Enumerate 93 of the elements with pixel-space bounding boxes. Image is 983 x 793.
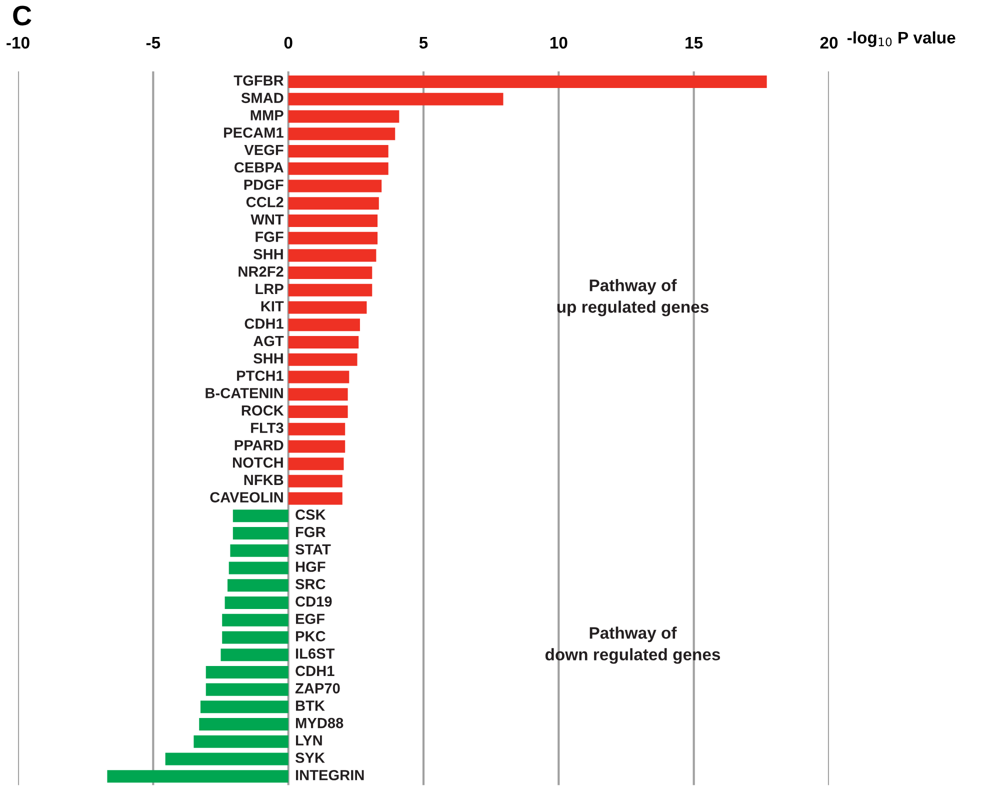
- bar: [288, 92, 504, 106]
- bar: [288, 284, 372, 296]
- bar: [232, 510, 288, 522]
- bar: [288, 353, 358, 366]
- y-tick-label: WNT: [250, 214, 284, 224]
- y-tick-label: CAVEOLIN: [210, 492, 283, 502]
- bar: [194, 735, 288, 748]
- annotation: Pathway of up regulated genes: [557, 279, 708, 316]
- y-tick-label: EGF: [296, 614, 324, 624]
- bar: [200, 700, 288, 714]
- bar: [288, 214, 378, 227]
- y-tick-label: LRP: [256, 284, 284, 294]
- y-tick-label: SMAD: [241, 92, 284, 104]
- y-tick-label: KIT: [261, 301, 284, 312]
- y-tick-label: AGT: [253, 336, 284, 346]
- x-tick-label: -5: [146, 37, 160, 49]
- bar: [288, 474, 342, 488]
- y-tick-label: STAT: [295, 544, 331, 555]
- y-tick-label: PECAM1: [224, 127, 284, 138]
- bar: [222, 631, 288, 644]
- bar: [288, 128, 396, 140]
- bar: [288, 144, 388, 158]
- y-tick-label: CEBPA: [234, 162, 284, 173]
- y-tick-label: MYD88: [296, 718, 344, 728]
- x-tick-label: 0: [284, 36, 292, 49]
- bar: [228, 579, 288, 592]
- y-tick-label: LYN: [296, 735, 322, 746]
- y-tick-label: PPARD: [234, 440, 284, 450]
- x-tick-label: 20: [820, 36, 838, 49]
- bar: [288, 318, 360, 332]
- y-tick-label: PTCH1: [237, 370, 284, 381]
- x-tick-label: 10: [550, 36, 568, 49]
- y-tick-label: HGF: [296, 562, 326, 572]
- y-tick-label: INTEGRIN: [296, 770, 364, 780]
- y-tick-label: NOTCH: [233, 457, 283, 468]
- x-tick-label: -10: [6, 36, 30, 49]
- y-tick-label: VEGF: [244, 144, 284, 156]
- bar: [288, 266, 372, 280]
- annotation: Pathway of down regulated genes: [545, 626, 720, 664]
- chart-title: C: [13, 6, 32, 26]
- bar: [230, 544, 288, 557]
- y-tick-label: TGFBR: [234, 75, 284, 86]
- bar: [228, 562, 288, 574]
- y-tick-label: ZAP70: [295, 683, 340, 694]
- y-tick-label: B-CATENIN: [206, 388, 283, 398]
- bar: [288, 110, 400, 123]
- y-tick-label: FGR: [296, 526, 326, 538]
- y-tick-label: IL6ST: [296, 648, 335, 659]
- y-tick-label: CDH1: [244, 318, 284, 329]
- y-tick-label: FLT3: [251, 422, 284, 434]
- bar: [206, 666, 288, 678]
- bar: [288, 370, 350, 384]
- bar: [288, 458, 344, 470]
- bar: [288, 76, 767, 88]
- bar: [288, 388, 348, 401]
- bar: [288, 492, 342, 505]
- y-tick-label: ROCK: [242, 405, 284, 416]
- bar: [288, 249, 376, 262]
- bar: [288, 336, 359, 349]
- y-tick-label: PDGF: [244, 180, 284, 190]
- y-tick-label: CSK: [296, 510, 326, 520]
- bar: [165, 752, 288, 766]
- x-tick-label: 5: [419, 37, 428, 49]
- bar: [224, 596, 288, 609]
- y-tick-label: CD19: [296, 596, 332, 607]
- y-tick-label: CCL2: [246, 196, 284, 208]
- bar: [288, 162, 388, 175]
- bar: [288, 422, 346, 436]
- bar: [222, 614, 288, 626]
- y-tick-label: FGF: [256, 232, 284, 242]
- bar: [288, 180, 382, 192]
- bar: [206, 683, 288, 696]
- y-tick-label: PKC: [296, 631, 326, 642]
- y-tick-label: SHH: [254, 249, 283, 260]
- y-tick-label: CDH1: [296, 666, 334, 676]
- y-tick-label: SRC: [295, 578, 326, 590]
- bar: [107, 770, 288, 783]
- y-tick-label: MMP: [250, 110, 284, 120]
- y-tick-label: NR2F2: [238, 266, 284, 277]
- bar: [288, 301, 367, 314]
- bar: [232, 527, 288, 540]
- y-tick-label: NFKB: [244, 474, 284, 485]
- bar: [288, 440, 346, 453]
- bar: [199, 718, 288, 731]
- bar: [288, 232, 378, 244]
- bar: [220, 648, 288, 662]
- x-axis-title: -log$_{10}$ P value: [847, 31, 956, 47]
- x-tick-label: 15: [686, 37, 703, 49]
- bar: [288, 405, 348, 418]
- y-tick-label: BTK: [296, 700, 325, 711]
- y-tick-label: SYK: [295, 752, 325, 763]
- y-tick-label: SHH: [254, 353, 283, 364]
- bar: [288, 197, 379, 210]
